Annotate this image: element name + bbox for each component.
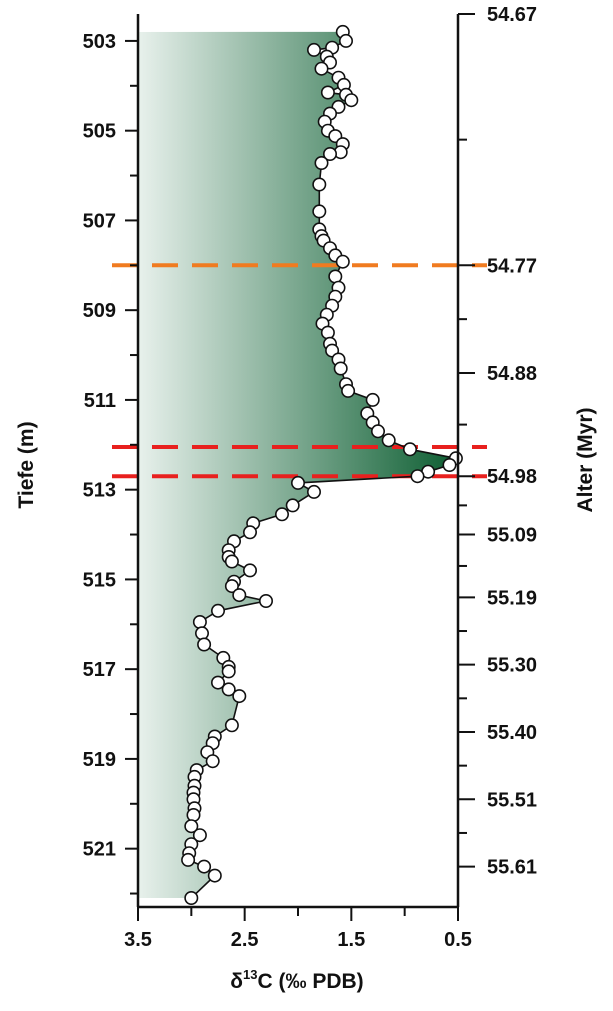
data-point-12	[344, 93, 359, 108]
data-point-68	[211, 603, 226, 618]
data-point-2	[338, 33, 353, 48]
data-point-82	[205, 754, 220, 769]
y-right-axis-title: Alter (Myr)	[574, 407, 597, 512]
data-point-65	[224, 579, 239, 594]
y-right-tick-label-55.09: 55.09	[487, 525, 537, 547]
ticks-layer: 503 505 507 509 511 513 515 517 519 521 54.67 54.77…	[83, 4, 537, 951]
data-point-96	[207, 868, 222, 883]
x-axis-title-delta: δ	[230, 970, 243, 993]
y-right-tick-label-55.30: 55.30	[487, 655, 537, 677]
data-point-55	[285, 498, 300, 513]
y-left-tick-label-507: 507	[83, 210, 116, 232]
data-point-56	[274, 507, 289, 522]
reference-lines	[112, 263, 487, 479]
y-right-tick-label-54.77: 54.77	[487, 255, 537, 277]
data-point-42	[341, 383, 356, 398]
data-point-95	[197, 859, 212, 874]
x-tick-label-3.5: 3.5	[124, 929, 152, 951]
data-point-36	[320, 325, 335, 340]
data-point-52	[410, 469, 425, 484]
data-point-89	[186, 807, 201, 822]
data-point-91	[192, 828, 207, 843]
data-point-90	[184, 819, 199, 834]
y-left-tick-label-511: 511	[84, 390, 116, 412]
y-left-tick-label-505: 505	[83, 121, 116, 143]
data-point-46	[370, 424, 385, 439]
x-axis-title-rest: C (‰ PDB)	[258, 970, 364, 993]
data-point-94	[181, 852, 196, 867]
data-point-4	[306, 42, 321, 57]
data-point-20	[322, 147, 337, 162]
y-right-tick-label-55.40: 55.40	[487, 722, 537, 744]
y-right-tick-label-55.51: 55.51	[487, 789, 537, 811]
y-right-tick-label-54.98: 54.98	[487, 466, 537, 488]
x-tick-label-2.5: 2.5	[231, 929, 259, 951]
data-point-75	[211, 675, 226, 690]
data-point-66	[232, 588, 247, 603]
data-point-29	[335, 254, 350, 269]
data-point-43	[365, 392, 380, 407]
y-right-tick-label-54.67: 54.67	[487, 4, 537, 26]
data-point-53	[290, 475, 305, 490]
y-left-tick-label-515: 515	[83, 569, 116, 591]
x-axis-title: δ13C (‰ PDB)	[230, 967, 363, 993]
y-right-tick-label-55.19: 55.19	[487, 587, 537, 609]
gradient-fill-layer	[138, 31, 456, 899]
y-left-tick-label-513: 513	[83, 480, 116, 502]
y-right-tick-label-54.88: 54.88	[487, 363, 537, 385]
data-point-67	[258, 593, 273, 608]
x-axis-title-superscript: 13	[243, 967, 257, 982]
y-left-tick-label-509: 509	[83, 300, 116, 322]
data-point-23	[312, 204, 327, 219]
data-point-71	[197, 637, 212, 652]
data-point-97	[184, 890, 199, 905]
x-tick-label-1.5: 1.5	[337, 929, 365, 951]
x-tick-label-0.5: 0.5	[444, 929, 472, 951]
data-point-22	[312, 177, 327, 192]
data-point-47	[381, 433, 396, 448]
data-point-48	[402, 442, 417, 457]
series-area-fill	[138, 31, 456, 899]
data-point-63	[243, 563, 258, 578]
y-right-tick-label-55.61: 55.61	[487, 857, 537, 879]
data-point-7	[314, 61, 329, 76]
data-point-50	[442, 457, 457, 472]
y-left-tick-label-521: 521	[83, 839, 116, 861]
data-point-62	[224, 554, 239, 569]
data-point-40	[333, 361, 348, 376]
y-left-tick-label-517: 517	[83, 659, 116, 681]
data-point-70	[195, 626, 210, 641]
data-point-74	[221, 664, 236, 679]
data-point-21	[314, 156, 329, 171]
series-layer	[181, 24, 463, 905]
data-point-76	[221, 682, 236, 697]
y-left-axis-title: Tiefe (m)	[15, 421, 38, 508]
data-point-77	[232, 689, 247, 704]
data-point-78	[224, 718, 239, 733]
y-left-tick-label-519: 519	[83, 749, 116, 771]
data-point-54	[306, 484, 321, 499]
data-point-58	[243, 525, 258, 540]
y-left-tick-label-503: 503	[83, 31, 116, 53]
data-point-10	[320, 85, 335, 100]
data-point-69	[192, 614, 207, 629]
